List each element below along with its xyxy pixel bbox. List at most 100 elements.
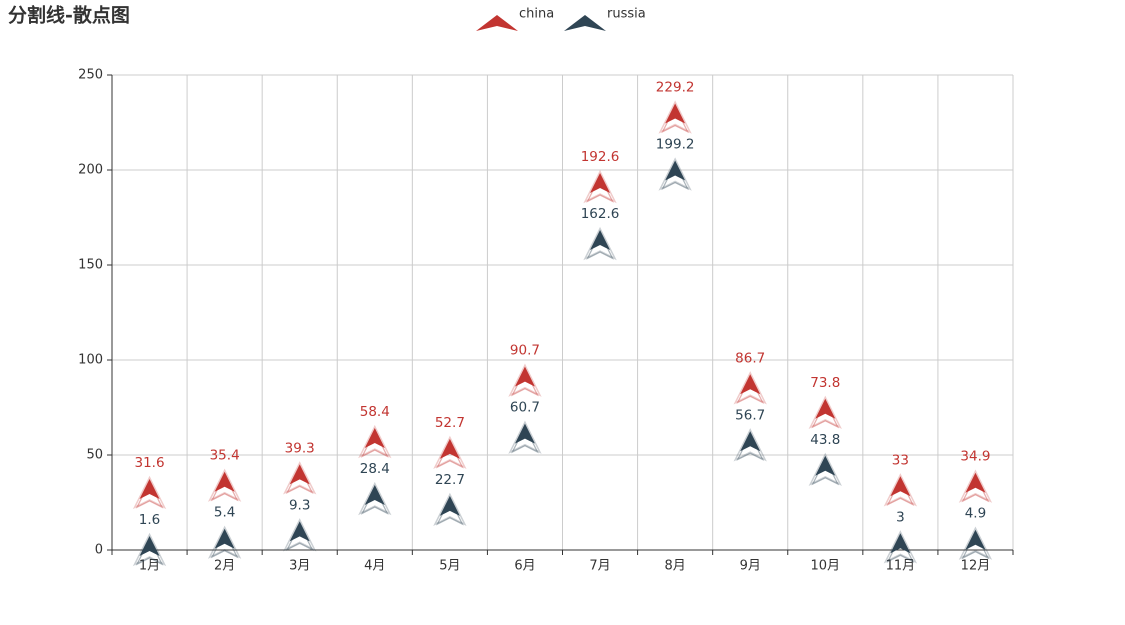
y-tick-label: 150 bbox=[78, 258, 103, 273]
data-label: 43.8 bbox=[810, 432, 840, 448]
arrow-marker bbox=[965, 472, 986, 493]
ripple bbox=[661, 105, 690, 134]
legend-icon bbox=[476, 15, 518, 31]
point bbox=[583, 226, 617, 261]
data-label: 5.4 bbox=[214, 505, 235, 521]
ripple bbox=[808, 452, 842, 486]
point bbox=[808, 452, 842, 486]
ripple bbox=[283, 461, 317, 495]
ripple bbox=[207, 525, 242, 559]
data-label: 199.2 bbox=[656, 137, 695, 153]
ripple bbox=[358, 481, 392, 516]
ripple bbox=[210, 530, 239, 559]
arrow-marker bbox=[364, 428, 385, 449]
point bbox=[283, 461, 317, 495]
x-tick-label: 7月 bbox=[589, 559, 610, 574]
data-label: 162.6 bbox=[581, 206, 620, 222]
arrow-marker bbox=[439, 438, 460, 459]
point bbox=[958, 469, 993, 503]
arrow-marker bbox=[890, 476, 911, 497]
data-label: 35.4 bbox=[210, 448, 240, 464]
ripple bbox=[433, 435, 467, 470]
y-tick-label: 50 bbox=[86, 448, 103, 463]
point bbox=[207, 525, 242, 559]
ripple bbox=[811, 400, 840, 429]
ripple bbox=[733, 428, 767, 462]
arrow-marker bbox=[890, 533, 911, 554]
ripple bbox=[285, 466, 314, 494]
ripple bbox=[883, 530, 918, 564]
ripple bbox=[207, 468, 242, 502]
ripple bbox=[733, 371, 767, 405]
arrow-marker bbox=[590, 230, 611, 251]
data-label: 9.3 bbox=[289, 497, 310, 513]
ripple bbox=[132, 532, 167, 567]
x-tick-label: 2月 bbox=[214, 559, 235, 574]
ripple bbox=[958, 469, 993, 503]
y-tick-label: 200 bbox=[78, 163, 103, 178]
data-label: 3 bbox=[896, 509, 905, 525]
ripple bbox=[736, 433, 765, 461]
point bbox=[733, 428, 767, 462]
x-tick-label: 4月 bbox=[364, 559, 385, 574]
ripple bbox=[958, 526, 993, 560]
arrow-marker bbox=[214, 528, 235, 549]
ripple bbox=[586, 231, 614, 260]
point bbox=[132, 532, 167, 567]
ripple bbox=[583, 169, 617, 204]
legend-icon bbox=[564, 15, 606, 31]
arrow-marker bbox=[289, 521, 310, 542]
ripple bbox=[961, 531, 990, 560]
ripple bbox=[661, 162, 690, 191]
data-label: 1.6 bbox=[139, 512, 160, 528]
point bbox=[808, 395, 842, 429]
x-tick-label: 10月 bbox=[811, 559, 841, 574]
arrow-marker bbox=[740, 431, 761, 452]
ripple bbox=[883, 473, 918, 507]
point bbox=[433, 492, 467, 527]
data-label: 73.8 bbox=[810, 375, 840, 391]
x-tick-label: 11月 bbox=[886, 559, 916, 574]
ripple bbox=[658, 100, 692, 134]
ripple bbox=[811, 457, 840, 486]
point bbox=[733, 371, 767, 405]
arrow-marker bbox=[214, 471, 235, 492]
point bbox=[358, 424, 392, 459]
ripple bbox=[886, 535, 915, 563]
ripple bbox=[435, 497, 464, 526]
arrow-marker bbox=[665, 103, 686, 124]
x-tick-label: 5月 bbox=[439, 559, 460, 574]
ripple bbox=[658, 157, 692, 191]
ripple bbox=[508, 363, 542, 397]
chart-title: 分割线-散点图 bbox=[8, 4, 130, 27]
data-label: 192.6 bbox=[581, 149, 620, 165]
ripple bbox=[283, 518, 317, 552]
ripple bbox=[808, 395, 842, 429]
x-tick-label: 9月 bbox=[740, 559, 761, 574]
ripple bbox=[433, 492, 467, 527]
arrow-marker bbox=[665, 160, 686, 181]
y-tick-label: 0 bbox=[95, 543, 103, 558]
point bbox=[358, 481, 392, 516]
ripple bbox=[736, 376, 765, 404]
x-tick-label: 6月 bbox=[514, 559, 535, 574]
ripple bbox=[435, 440, 464, 469]
ripple bbox=[132, 475, 167, 510]
data-label: 52.7 bbox=[435, 415, 465, 431]
point bbox=[508, 420, 542, 454]
data-label: 39.3 bbox=[285, 440, 315, 456]
ripple bbox=[285, 523, 314, 551]
point bbox=[433, 435, 467, 470]
point bbox=[658, 157, 692, 191]
ripple bbox=[360, 486, 389, 515]
data-label: 86.7 bbox=[735, 350, 765, 366]
ripple bbox=[511, 368, 539, 397]
ripple bbox=[210, 473, 239, 502]
arrow-marker bbox=[740, 374, 761, 395]
ripple bbox=[135, 480, 164, 509]
arrow-marker bbox=[815, 398, 836, 419]
ripple bbox=[583, 226, 617, 261]
arrow-marker bbox=[815, 455, 836, 476]
arrow-marker bbox=[965, 529, 986, 550]
data-label: 56.7 bbox=[735, 407, 765, 423]
